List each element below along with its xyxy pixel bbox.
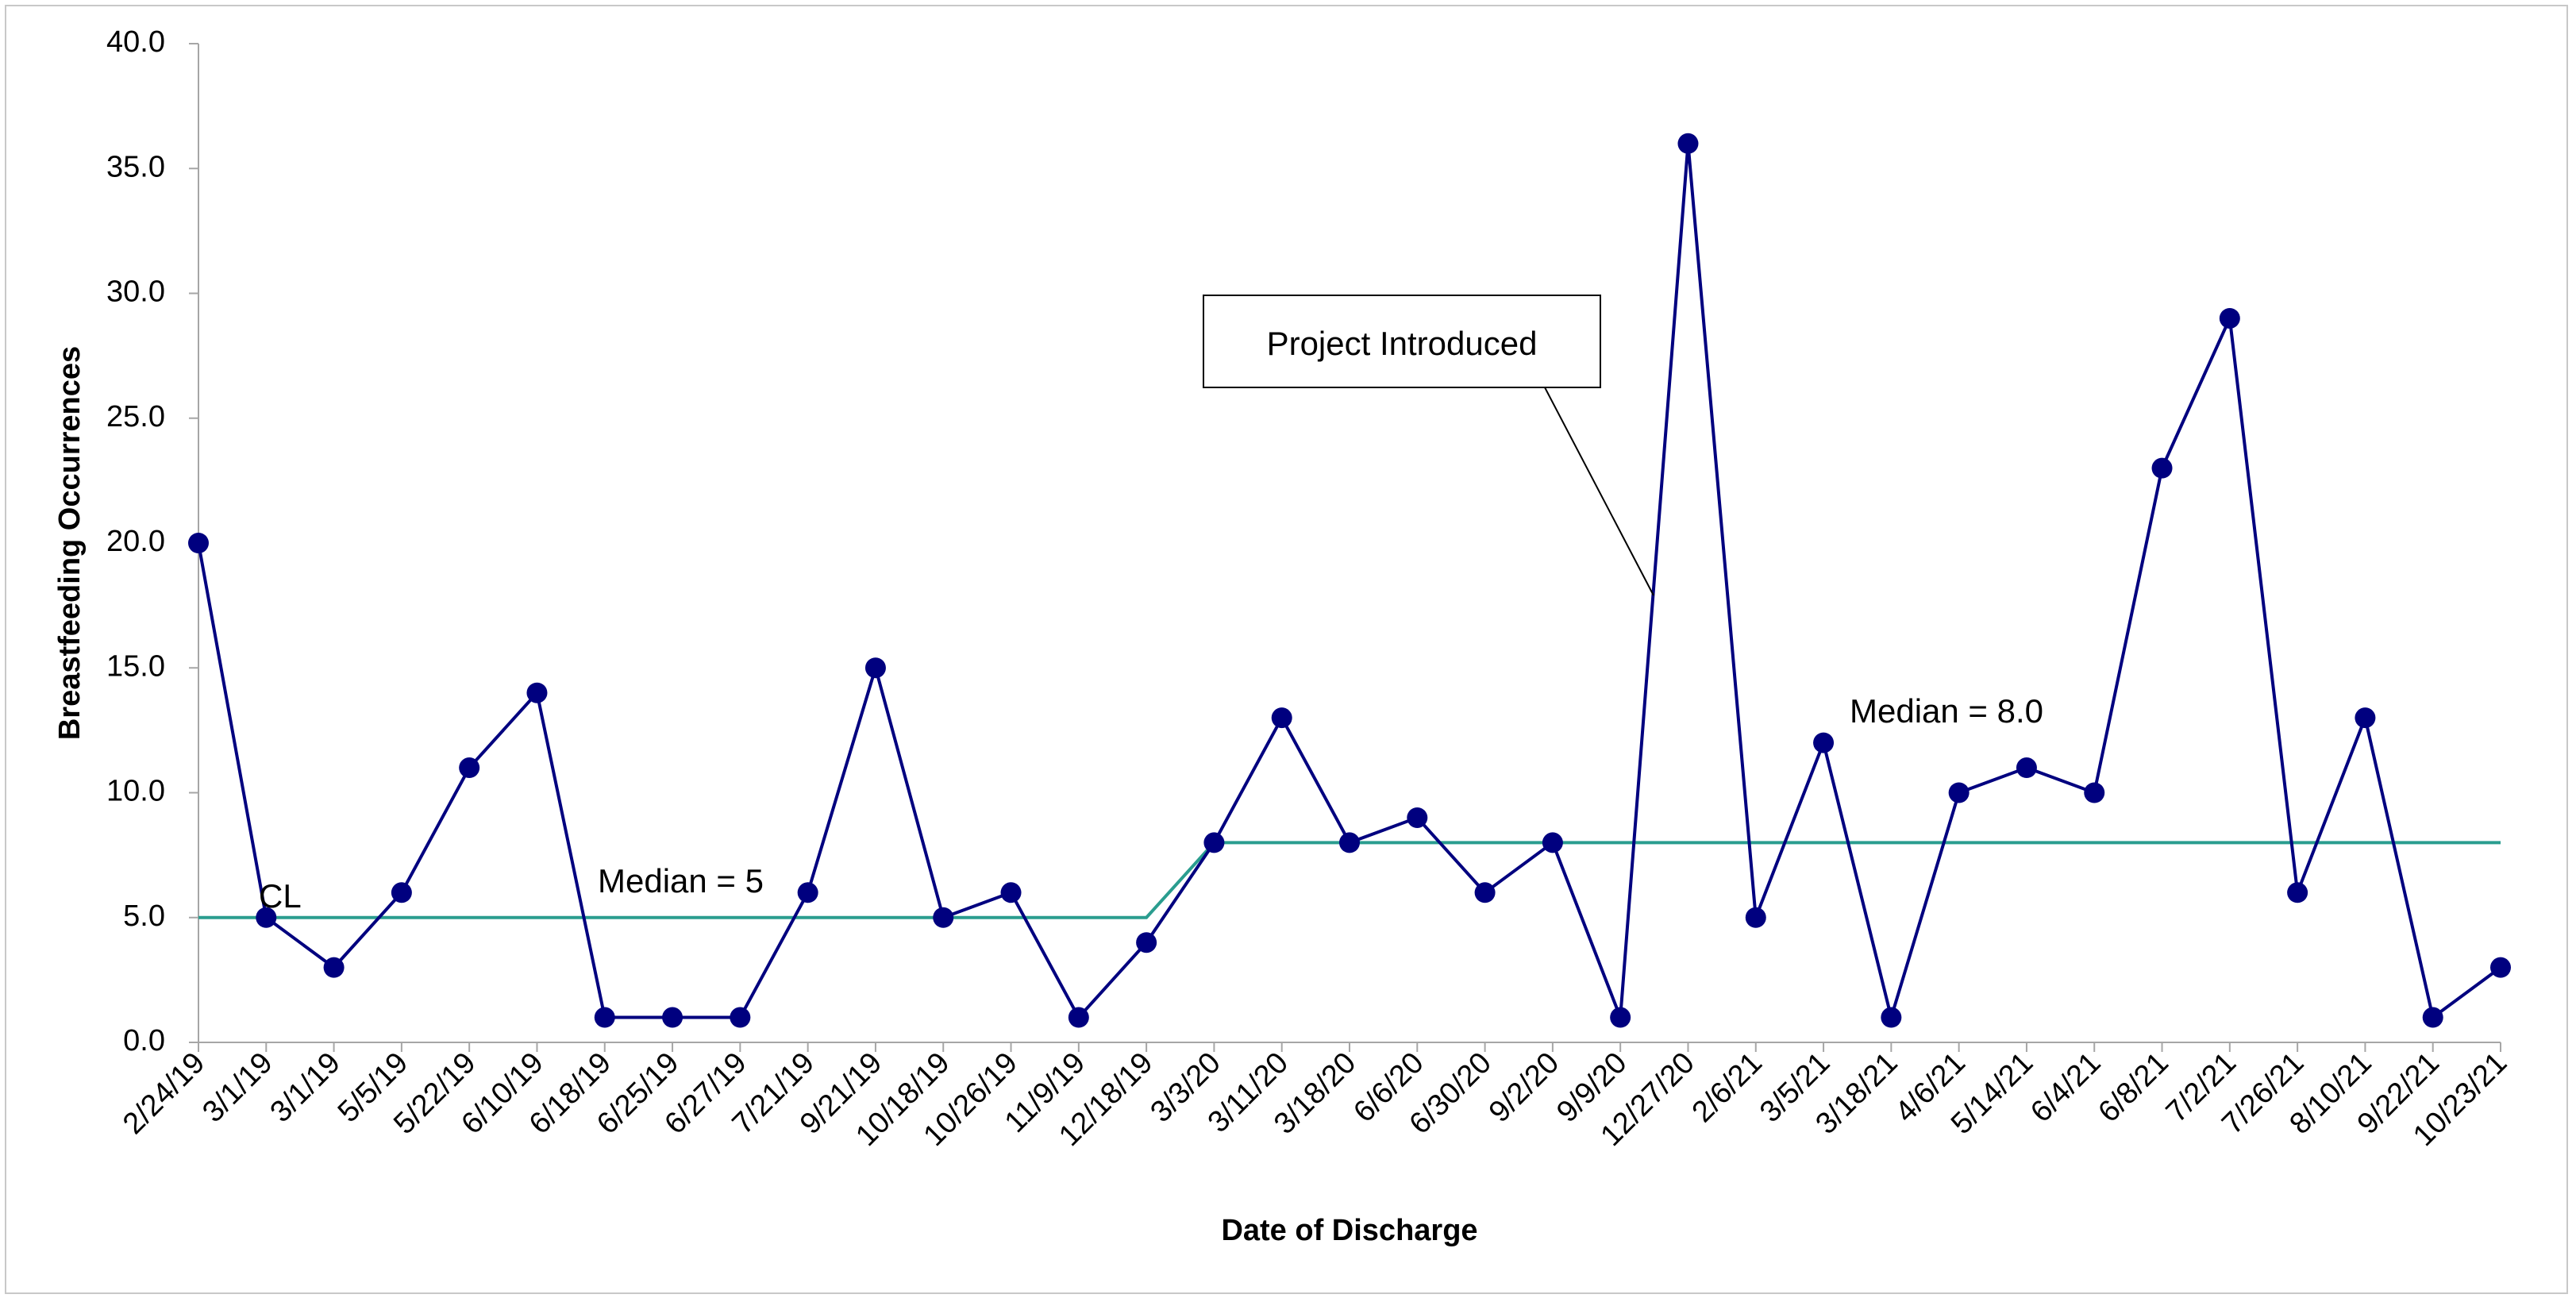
series-line [197, 143, 2502, 1024]
y-tick-label: 10.0 [106, 775, 165, 808]
data-point [594, 1007, 615, 1028]
data-point [1136, 932, 1157, 953]
y-tick-label: 35.0 [106, 150, 165, 183]
data-point [1813, 732, 1835, 753]
data-point [1271, 707, 1292, 729]
x-tick-label: 3/1/19 [264, 1046, 347, 1129]
y-axis: 0.0 5.0 10.0 15.0 20.0 25.0 30.0 35.0 40.0 [106, 25, 199, 1057]
x-tick-label: 2/6/21 [1686, 1046, 1769, 1129]
data-point [933, 907, 954, 928]
project-introduced-leader-line [1544, 387, 1654, 596]
data-point [2287, 882, 2308, 903]
median-line [198, 841, 2501, 919]
data-point [1339, 832, 1360, 853]
data-point [1948, 782, 1970, 803]
x-tick-label: 3/1/19 [196, 1046, 279, 1129]
data-point [1407, 807, 1428, 828]
data-point [2490, 957, 2511, 978]
x-axis: 2/24/193/1/193/1/195/5/195/22/196/10/196… [117, 1042, 2513, 1153]
data-point [323, 957, 345, 978]
y-tick-label: 0.0 [123, 1024, 165, 1057]
project-introduced-label: Project Introduced [1267, 325, 1538, 362]
y-tick-label: 25.0 [106, 400, 165, 433]
data-point [2422, 1007, 2443, 1028]
data-point [1677, 133, 1699, 154]
data-point [730, 1007, 751, 1028]
data-point [1542, 832, 1563, 853]
data-point [662, 1007, 683, 1028]
y-axis-title: Breastfeeding Occurrences [53, 346, 87, 740]
data-point [1000, 882, 1022, 903]
data-point [1745, 907, 1766, 928]
data-point [2151, 457, 2173, 479]
median-before-label: Median = 5 [598, 862, 764, 899]
y-tick-label: 40.0 [106, 25, 165, 59]
x-tick-label: 2/24/19 [117, 1046, 211, 1141]
data-point [256, 907, 277, 928]
data-point [1881, 1007, 1902, 1028]
annotation-layer: Project Introduced CL Median = 5 Median … [259, 295, 2043, 915]
data-point [1068, 1007, 1089, 1028]
x-axis-title: Date of Discharge [1221, 1214, 1477, 1247]
x-tick-label: 9/2/20 [1483, 1046, 1565, 1129]
x-tick-label: 6/8/21 [2092, 1046, 2174, 1129]
y-tick-label: 5.0 [123, 899, 165, 933]
cl-label: CL [259, 877, 302, 915]
chart-frame [5, 5, 2568, 1294]
median-line-layer [198, 841, 2501, 919]
data-point [2016, 757, 2037, 779]
data-point [1474, 882, 1496, 903]
project-introduced-box [1203, 295, 1601, 388]
data-point [797, 882, 818, 903]
y-tick-label: 20.0 [106, 525, 165, 558]
data-point [1203, 832, 1225, 853]
data-point [391, 882, 412, 903]
data-point [459, 757, 480, 779]
median-after-label: Median = 8.0 [1850, 692, 2043, 730]
data-point [526, 682, 548, 703]
y-tick-label: 30.0 [106, 275, 165, 309]
x-tick-label: 6/4/21 [2024, 1046, 2107, 1129]
data-point [2084, 782, 2105, 803]
data-point [1610, 1007, 1631, 1028]
data-point [864, 657, 886, 679]
data-point [2355, 707, 2376, 729]
data-point [188, 533, 209, 553]
series-layer [188, 133, 2511, 1028]
y-tick-label: 15.0 [106, 649, 165, 683]
data-point [2219, 307, 2240, 329]
